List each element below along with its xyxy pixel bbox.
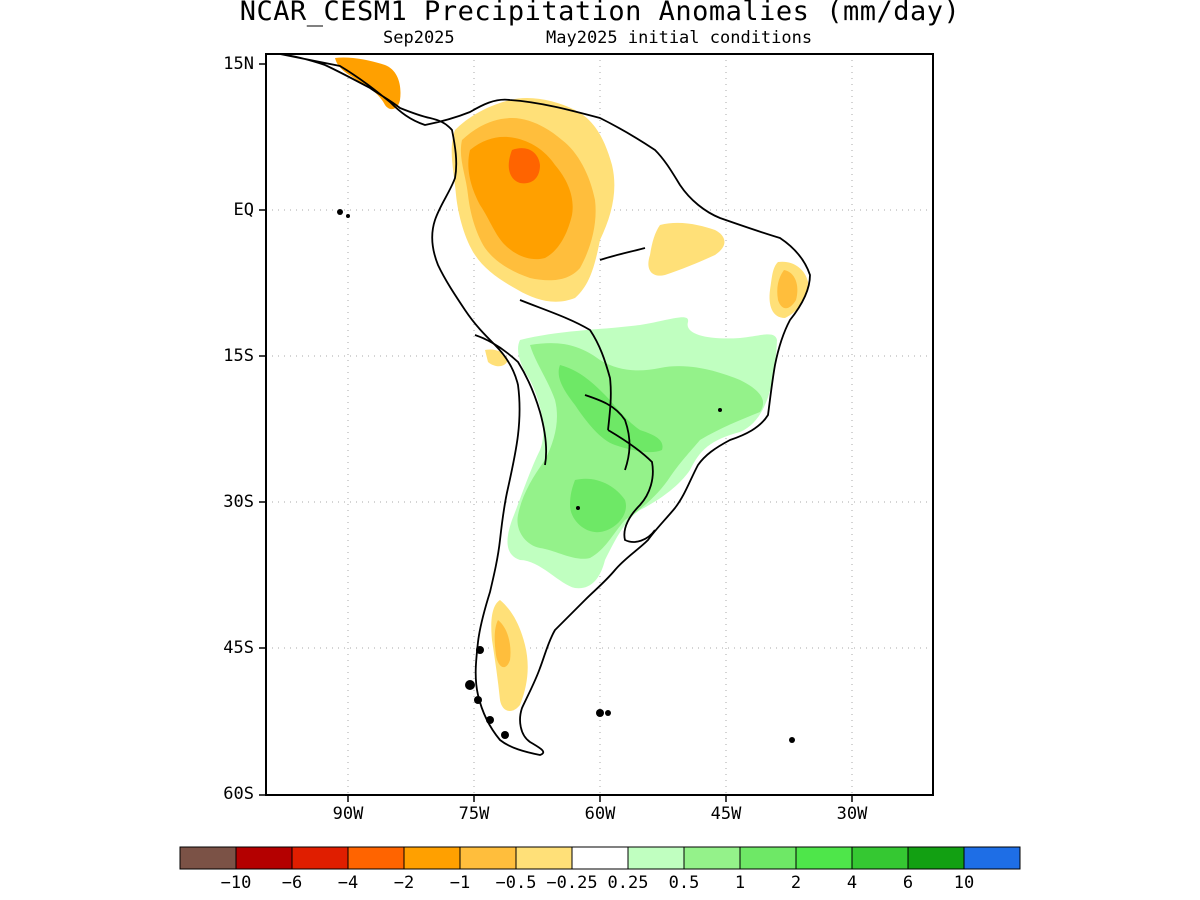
colorbar-label: 4 <box>846 873 858 893</box>
colorbar-label: −0.5 <box>495 873 537 893</box>
colorbar-swatch <box>403 846 461 870</box>
colorbar-label: −10 <box>220 873 252 893</box>
colorbar-label: −2 <box>393 873 415 893</box>
chart-title: NCAR_CESM1 Precipitation Anomalies (mm/d… <box>239 0 961 27</box>
colorbar-swatch <box>795 846 853 870</box>
colorbar <box>179 846 1021 870</box>
colorbar-label: 6 <box>902 873 914 893</box>
forecast-month: Sep2025 <box>383 28 455 48</box>
dry-anomaly-regions <box>335 57 808 712</box>
colorbar-label: −0.25 <box>546 873 598 893</box>
lon-label-30w: 30W <box>836 804 868 824</box>
lon-label-60w: 60W <box>584 804 616 824</box>
colorbar-swatch <box>627 846 685 870</box>
colorbar-swatch <box>347 846 405 870</box>
colorbar-swatch <box>907 846 965 870</box>
lat-label-45s: 45S <box>223 638 254 658</box>
axis-ticks <box>259 63 853 802</box>
lon-label-75w: 75W <box>458 804 490 824</box>
coastline <box>279 53 811 756</box>
colorbar-label: 0.25 <box>607 873 649 893</box>
colorbar-swatch <box>683 846 741 870</box>
colorbar-label: 2 <box>790 873 802 893</box>
lat-label-eq: EQ <box>233 200 254 220</box>
colorbar-label: 0.5 <box>668 873 700 893</box>
colorbar-swatch <box>515 846 573 870</box>
colorbar-swatch <box>963 846 1021 870</box>
colorbar-swatch <box>459 846 517 870</box>
colorbar-swatch <box>739 846 797 870</box>
colorbar-label: −6 <box>281 873 303 893</box>
colorbar-swatch <box>571 846 629 870</box>
islands <box>337 209 795 743</box>
colorbar-label: 1 <box>734 873 746 893</box>
colorbar-swatch <box>291 846 349 870</box>
lat-label-15s: 15S <box>223 346 254 366</box>
colorbar-label: −1 <box>449 873 471 893</box>
lat-label-30s: 30S <box>223 492 254 512</box>
initial-conditions: May2025 initial conditions <box>546 28 813 48</box>
colorbar-swatch <box>235 846 293 870</box>
colorbar-label: −4 <box>337 873 359 893</box>
colorbar-swatch <box>851 846 909 870</box>
lon-label-45w: 45W <box>710 804 742 824</box>
colorbar-label: 10 <box>953 873 975 893</box>
lat-label-15n: 15N <box>223 54 254 74</box>
lat-label-60s: 60S <box>223 784 254 804</box>
lon-label-90w: 90W <box>332 804 364 824</box>
colorbar-swatch <box>179 846 237 870</box>
